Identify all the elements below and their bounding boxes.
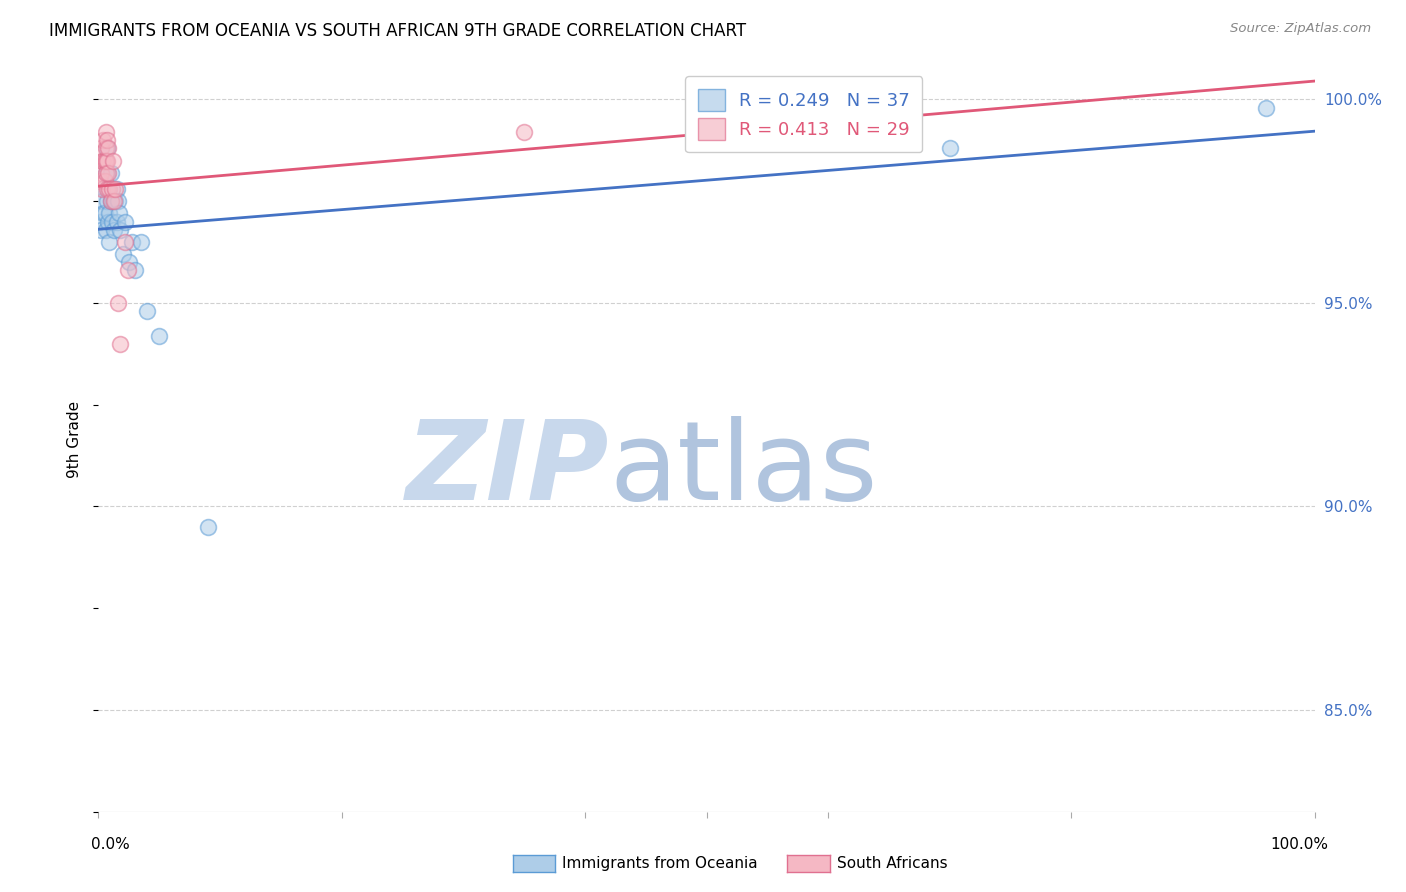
Point bbox=[94, 141, 117, 155]
Point bbox=[91, 194, 114, 209]
Point bbox=[96, 166, 118, 180]
Point bbox=[97, 214, 120, 228]
Point bbox=[93, 153, 115, 168]
Point bbox=[96, 182, 118, 196]
Point bbox=[98, 235, 121, 249]
Point bbox=[91, 182, 114, 196]
Text: South Africans: South Africans bbox=[837, 856, 948, 871]
Point bbox=[100, 194, 122, 209]
Point bbox=[513, 125, 536, 139]
Point bbox=[94, 223, 117, 237]
Point bbox=[104, 182, 127, 196]
Point bbox=[96, 153, 118, 168]
Point bbox=[98, 206, 121, 220]
Point bbox=[197, 520, 219, 534]
Point bbox=[91, 153, 114, 168]
Point bbox=[105, 214, 128, 228]
Text: Immigrants from Oceania: Immigrants from Oceania bbox=[562, 856, 758, 871]
Point bbox=[124, 263, 146, 277]
Point bbox=[110, 336, 132, 351]
Text: atlas: atlas bbox=[609, 416, 877, 523]
Point bbox=[101, 214, 124, 228]
Text: Source: ZipAtlas.com: Source: ZipAtlas.com bbox=[1230, 22, 1371, 36]
Point bbox=[114, 214, 136, 228]
Point bbox=[107, 194, 129, 209]
Point bbox=[93, 206, 115, 220]
Point bbox=[939, 141, 962, 155]
Text: 100.0%: 100.0% bbox=[1271, 837, 1329, 852]
Point bbox=[97, 166, 120, 180]
Point bbox=[118, 255, 141, 269]
Point bbox=[89, 214, 111, 228]
Point bbox=[96, 133, 118, 147]
Point bbox=[105, 182, 128, 196]
Point bbox=[1254, 101, 1277, 115]
Text: IMMIGRANTS FROM OCEANIA VS SOUTH AFRICAN 9TH GRADE CORRELATION CHART: IMMIGRANTS FROM OCEANIA VS SOUTH AFRICAN… bbox=[49, 22, 747, 40]
Text: 0.0%: 0.0% bbox=[91, 837, 131, 852]
Point bbox=[103, 223, 125, 237]
Point bbox=[104, 194, 127, 209]
Point bbox=[108, 206, 131, 220]
Point bbox=[91, 133, 114, 147]
Point bbox=[107, 296, 129, 310]
Legend: R = 0.249   N = 37, R = 0.413   N = 29: R = 0.249 N = 37, R = 0.413 N = 29 bbox=[685, 76, 922, 153]
Point bbox=[100, 194, 122, 209]
Point bbox=[94, 125, 117, 139]
Point bbox=[103, 194, 125, 209]
Point bbox=[100, 166, 122, 180]
Point bbox=[91, 206, 114, 220]
Point bbox=[117, 263, 139, 277]
Point bbox=[101, 194, 124, 209]
Point bbox=[97, 141, 120, 155]
Point bbox=[114, 235, 136, 249]
Point bbox=[93, 174, 115, 188]
Point bbox=[94, 166, 117, 180]
Point bbox=[111, 247, 134, 261]
Point bbox=[93, 182, 115, 196]
Point bbox=[90, 166, 112, 180]
Point bbox=[101, 153, 124, 168]
Point bbox=[110, 223, 132, 237]
Point bbox=[101, 182, 124, 196]
Point bbox=[91, 153, 114, 168]
Point bbox=[96, 194, 118, 209]
Point bbox=[90, 223, 112, 237]
Text: ZIP: ZIP bbox=[406, 416, 609, 523]
Point bbox=[94, 153, 117, 168]
Point bbox=[98, 182, 121, 196]
Point bbox=[148, 328, 170, 343]
Point bbox=[96, 141, 118, 155]
Point bbox=[129, 235, 152, 249]
Point bbox=[94, 166, 117, 180]
Point bbox=[90, 141, 112, 155]
Point bbox=[136, 304, 159, 318]
Y-axis label: 9th Grade: 9th Grade bbox=[67, 401, 83, 478]
Point bbox=[97, 182, 120, 196]
Point bbox=[89, 174, 111, 188]
Point bbox=[121, 235, 143, 249]
